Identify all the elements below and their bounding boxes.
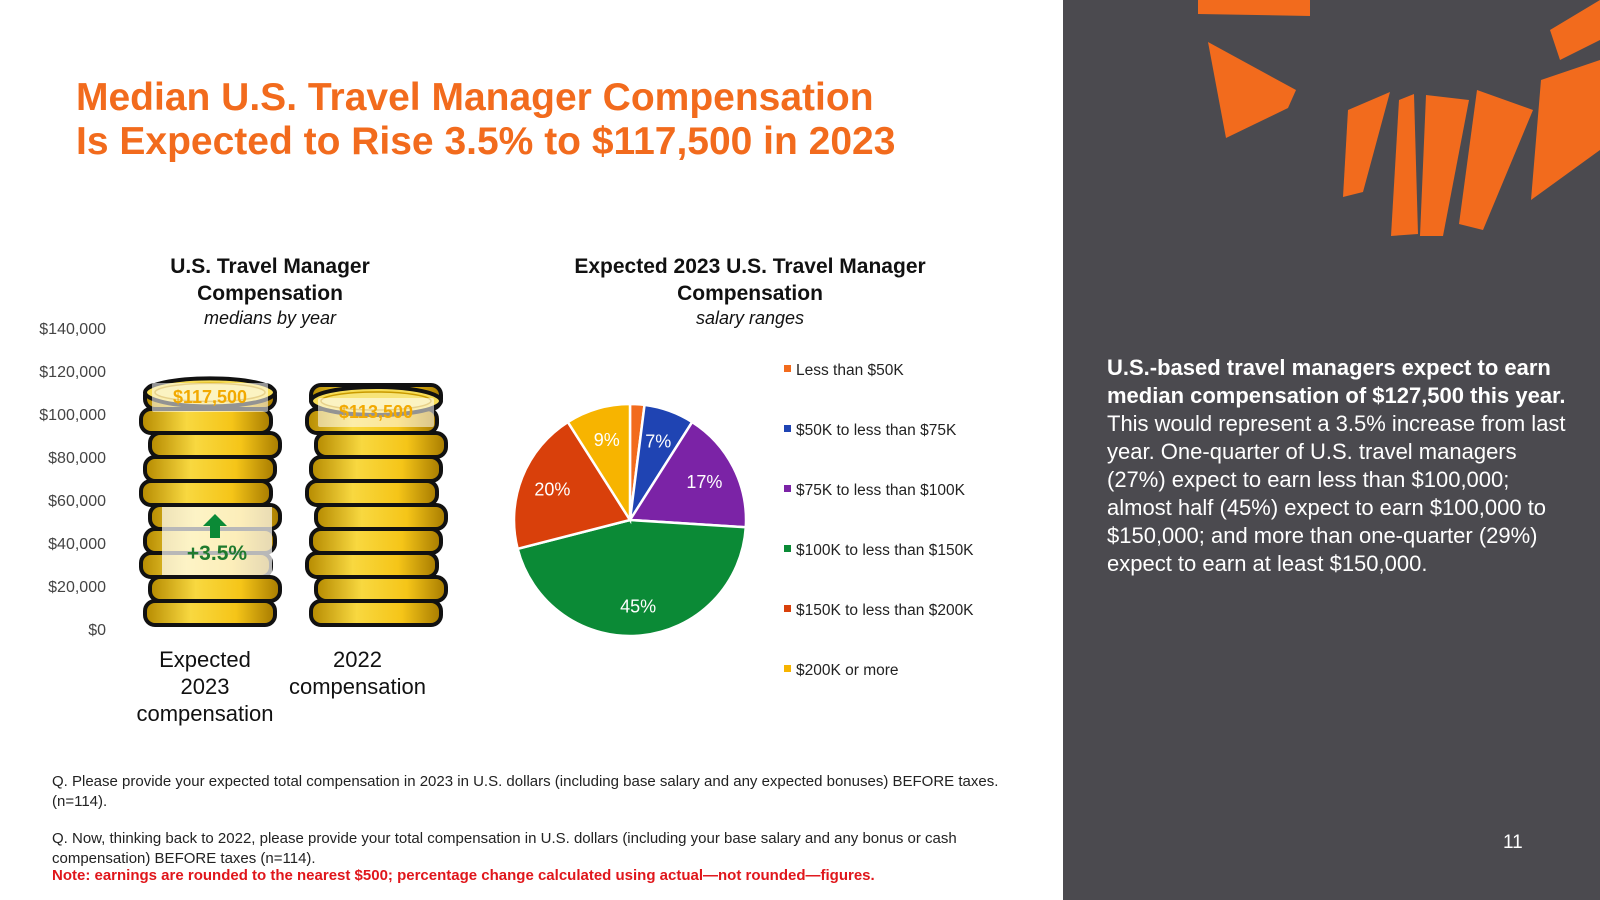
side-panel [1063,0,1600,900]
bar-x-label-2023-line3: compensation [136,701,274,726]
side-panel-summary-bold: U.S.-based travel managers expect to ear… [1107,355,1566,408]
slide-title-line2: Is Expected to Rise 3.5% to $117,500 in … [76,120,896,163]
y-tick-label: $20,000 [48,579,106,596]
bar-x-label-2022-line1: 2022 [333,647,382,672]
slide-title: Median U.S. Travel Manager Compensation … [76,76,1036,164]
pie-chart-title: Expected 2023 U.S. Travel Manager Compen… [540,253,960,329]
pie-data-label-5: 9% [594,430,620,450]
bar-chart-title-line2: Compensation [197,282,343,305]
bar-x-label-2023: Expected 2023 compensation [125,646,285,727]
pie-chart-subtitle: salary ranges [695,308,805,328]
coin-stack-bar-0 [139,376,282,627]
bar-value-label-2023: $117,500 [152,383,268,412]
pie-chart-title-line1: Expected 2023 U.S. Travel Manager [574,255,926,278]
pie-data-label-2: 17% [686,472,722,492]
bar-x-label-2023-line2: 2023 [180,674,230,699]
pie-data-label-3: 45% [620,597,656,617]
legend-item: Less than $50K [784,362,904,380]
legend-item: $150K to less than $200K [784,602,974,620]
legend-label: $200K or more [796,662,899,679]
pie-slice-3 [516,518,748,638]
bar-chart-title: U.S. Travel Manager Compensation medians… [140,253,400,329]
pie-slice-2 [627,420,748,529]
y-tick-label: $120,000 [39,364,106,381]
slide-title-line1: Median U.S. Travel Manager Compensation [76,76,874,119]
legend-label: $150K to less than $200K [796,602,974,619]
bar-x-label-2022-line2: compensation [289,674,426,699]
bar-chart-subtitle: medians by year [203,308,337,328]
y-tick-label: $80,000 [48,450,106,467]
legend-label: $50K to less than $75K [796,422,957,439]
side-panel-summary: U.S.-based travel managers expect to ear… [1107,354,1567,578]
legend-swatch [784,365,791,373]
y-tick-label: $140,000 [39,321,106,338]
survey-question-1: Q. Please provide your expected total co… [52,773,999,810]
pie-data-label-4: 20% [534,479,570,499]
up-arrow-icon [203,514,227,538]
legend-swatch [784,605,791,613]
pie-slice-4 [512,420,632,551]
legend-swatch [784,425,791,433]
slide-content: Median U.S. Travel Manager Compensation … [39,76,1036,884]
bar-x-label-2023-line1: Expected [159,647,251,672]
legend-item: $75K to less than $100K [784,482,965,500]
legend-swatch [784,545,791,553]
survey-question-2: Q. Now, thinking back to 2022, please pr… [52,830,957,867]
legend-label: Less than $50K [796,362,904,379]
y-tick-label: $60,000 [48,493,106,510]
pie-slice-5 [566,402,632,525]
legend-label: $100K to less than $150K [796,542,974,559]
bar-chart-title-line1: U.S. Travel Manager [170,255,370,278]
legend-swatch [784,665,791,673]
legend-item: $200K or more [784,662,899,680]
legend-swatch [784,485,791,493]
legend-label: $75K to less than $100K [796,482,965,499]
rounding-note: Note: earnings are rounded to the neares… [52,867,875,884]
y-tick-label: $40,000 [48,536,106,553]
y-tick-label: $100,000 [39,407,106,424]
change-callout-label: +3.5% [186,542,248,565]
side-panel-summary-body: This would represent a 3.5% increase fro… [1107,411,1566,576]
pie-chart-title-line2: Compensation [677,282,823,305]
bar-value-label-2022: $113,500 [318,398,434,427]
pie-data-label-1: 7% [645,431,671,451]
page-number: 11 [1503,832,1523,853]
bar-x-label-2022: 2022 compensation [280,646,435,700]
sunburst-logo-graphic [1198,0,1600,236]
pie-chart: 7% 17% 45% 20% 9% [512,402,748,638]
y-tick-label: $0 [88,622,106,639]
legend-item: $100K to less than $150K [784,542,974,560]
legend-item: $50K to less than $75K [784,422,956,440]
